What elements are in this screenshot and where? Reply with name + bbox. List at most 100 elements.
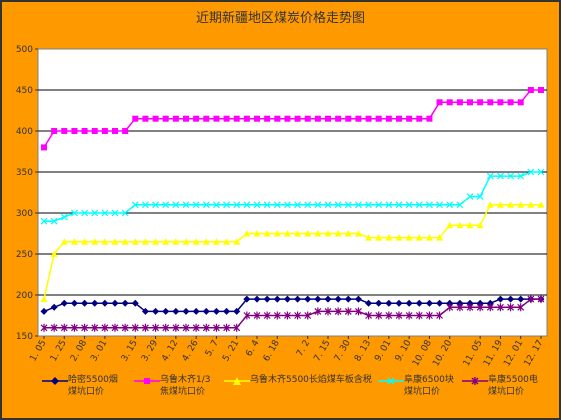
- data-point: [537, 295, 545, 304]
- data-point: [415, 299, 423, 307]
- data-point: [202, 323, 210, 332]
- data-point: [223, 201, 230, 209]
- data-point: [274, 115, 281, 122]
- x-tick-label: 6. 4: [244, 338, 261, 358]
- data-point: [476, 193, 484, 201]
- y-tick-label: 250: [16, 250, 33, 260]
- legend-item-hami: 哈密5500烟 煤坑口价: [42, 374, 146, 398]
- data-point: [81, 128, 88, 134]
- data-point: [416, 115, 423, 122]
- y-tick-label: 300: [16, 209, 33, 219]
- x-tick-label: 3. 15: [120, 339, 140, 364]
- x-tick-label: 5. 7: [204, 339, 221, 359]
- data-point: [152, 115, 159, 122]
- data-point: [324, 295, 332, 303]
- data-point: [375, 234, 383, 241]
- data-point: [537, 201, 545, 208]
- data-point: [365, 311, 372, 320]
- data-point: [335, 115, 342, 122]
- data-point: [192, 323, 200, 332]
- data-point: [425, 299, 433, 307]
- data-point: [112, 128, 118, 134]
- data-point: [40, 307, 48, 315]
- data-point: [405, 299, 413, 307]
- data-point: [91, 209, 99, 217]
- data-point: [446, 99, 453, 106]
- data-point: [517, 99, 524, 106]
- data-point: [426, 115, 433, 122]
- data-point: [233, 201, 241, 209]
- data-point: [385, 234, 393, 241]
- data-point: [50, 217, 58, 225]
- data-point: [507, 172, 514, 180]
- data-point: [365, 201, 372, 209]
- x-tick-label: 8. 13: [353, 339, 373, 364]
- data-point: [304, 230, 312, 237]
- data-point: [365, 115, 372, 122]
- x-tick-label: 7. 15: [312, 339, 332, 364]
- data-point: [487, 99, 494, 106]
- data-point: [233, 307, 241, 315]
- data-point: [355, 201, 362, 209]
- data-point: [131, 299, 139, 307]
- series-layer: [40, 87, 545, 332]
- data-point: [325, 115, 331, 122]
- data-point: [314, 295, 322, 303]
- data-point: [263, 201, 271, 209]
- data-point: [334, 230, 342, 237]
- data-point: [284, 115, 291, 122]
- data-point: [60, 323, 68, 332]
- data-point: [273, 295, 281, 303]
- data-point: [446, 201, 454, 209]
- data-point: [283, 295, 291, 303]
- data-point: [121, 209, 129, 217]
- data-point: [91, 128, 98, 134]
- legend-label: 哈密5500烟 煤坑口价: [68, 375, 118, 397]
- data-point: [71, 209, 78, 217]
- data-point: [283, 230, 291, 237]
- data-point: [324, 201, 332, 209]
- data-point: [142, 201, 149, 209]
- data-point: [253, 201, 261, 209]
- data-point: [517, 295, 525, 303]
- data-point: [121, 323, 129, 332]
- x-axis: 1. 05 1. 25 2. 08 3. 01 3. 15 3. 29 4. 12 4. 26…: [28, 336, 546, 368]
- data-point: [40, 295, 48, 303]
- data-point: [162, 201, 170, 209]
- data-point: [243, 295, 251, 303]
- data-point: [456, 221, 464, 229]
- data-point: [61, 128, 68, 134]
- data-point: [243, 201, 251, 209]
- data-point: [385, 299, 393, 307]
- data-point: [395, 201, 403, 209]
- data-point: [131, 238, 139, 245]
- data-point: [192, 201, 200, 209]
- data-point: [101, 299, 109, 307]
- plot-area: [37, 48, 548, 337]
- data-point: [365, 234, 373, 241]
- data-point: [142, 323, 149, 332]
- data-point: [81, 209, 88, 217]
- data-point: [456, 303, 464, 312]
- data-point: [527, 295, 535, 304]
- data-point: [101, 209, 109, 217]
- x-tick-label: 5. 21: [221, 339, 241, 364]
- data-point: [314, 115, 321, 122]
- data-point: [172, 201, 180, 209]
- data-point: [507, 201, 515, 208]
- data-point: [476, 221, 484, 229]
- data-point: [81, 323, 88, 332]
- data-point: [436, 201, 443, 209]
- legend: 哈密5500烟 煤坑口价 乌鲁木齐1/3 焦煤坑口价 乌鲁木齐5500长焰煤车板…: [38, 370, 552, 412]
- data-point: [213, 115, 220, 122]
- data-point: [193, 115, 200, 122]
- data-point: [81, 299, 89, 307]
- legend-label: 阜康5500电 煤坑口价: [488, 375, 538, 397]
- data-point: [446, 221, 454, 229]
- data-point: [466, 303, 474, 312]
- data-point: [111, 299, 119, 307]
- data-point: [304, 115, 311, 122]
- data-point: [192, 307, 200, 315]
- x-tick-label: 2. 08: [69, 338, 89, 363]
